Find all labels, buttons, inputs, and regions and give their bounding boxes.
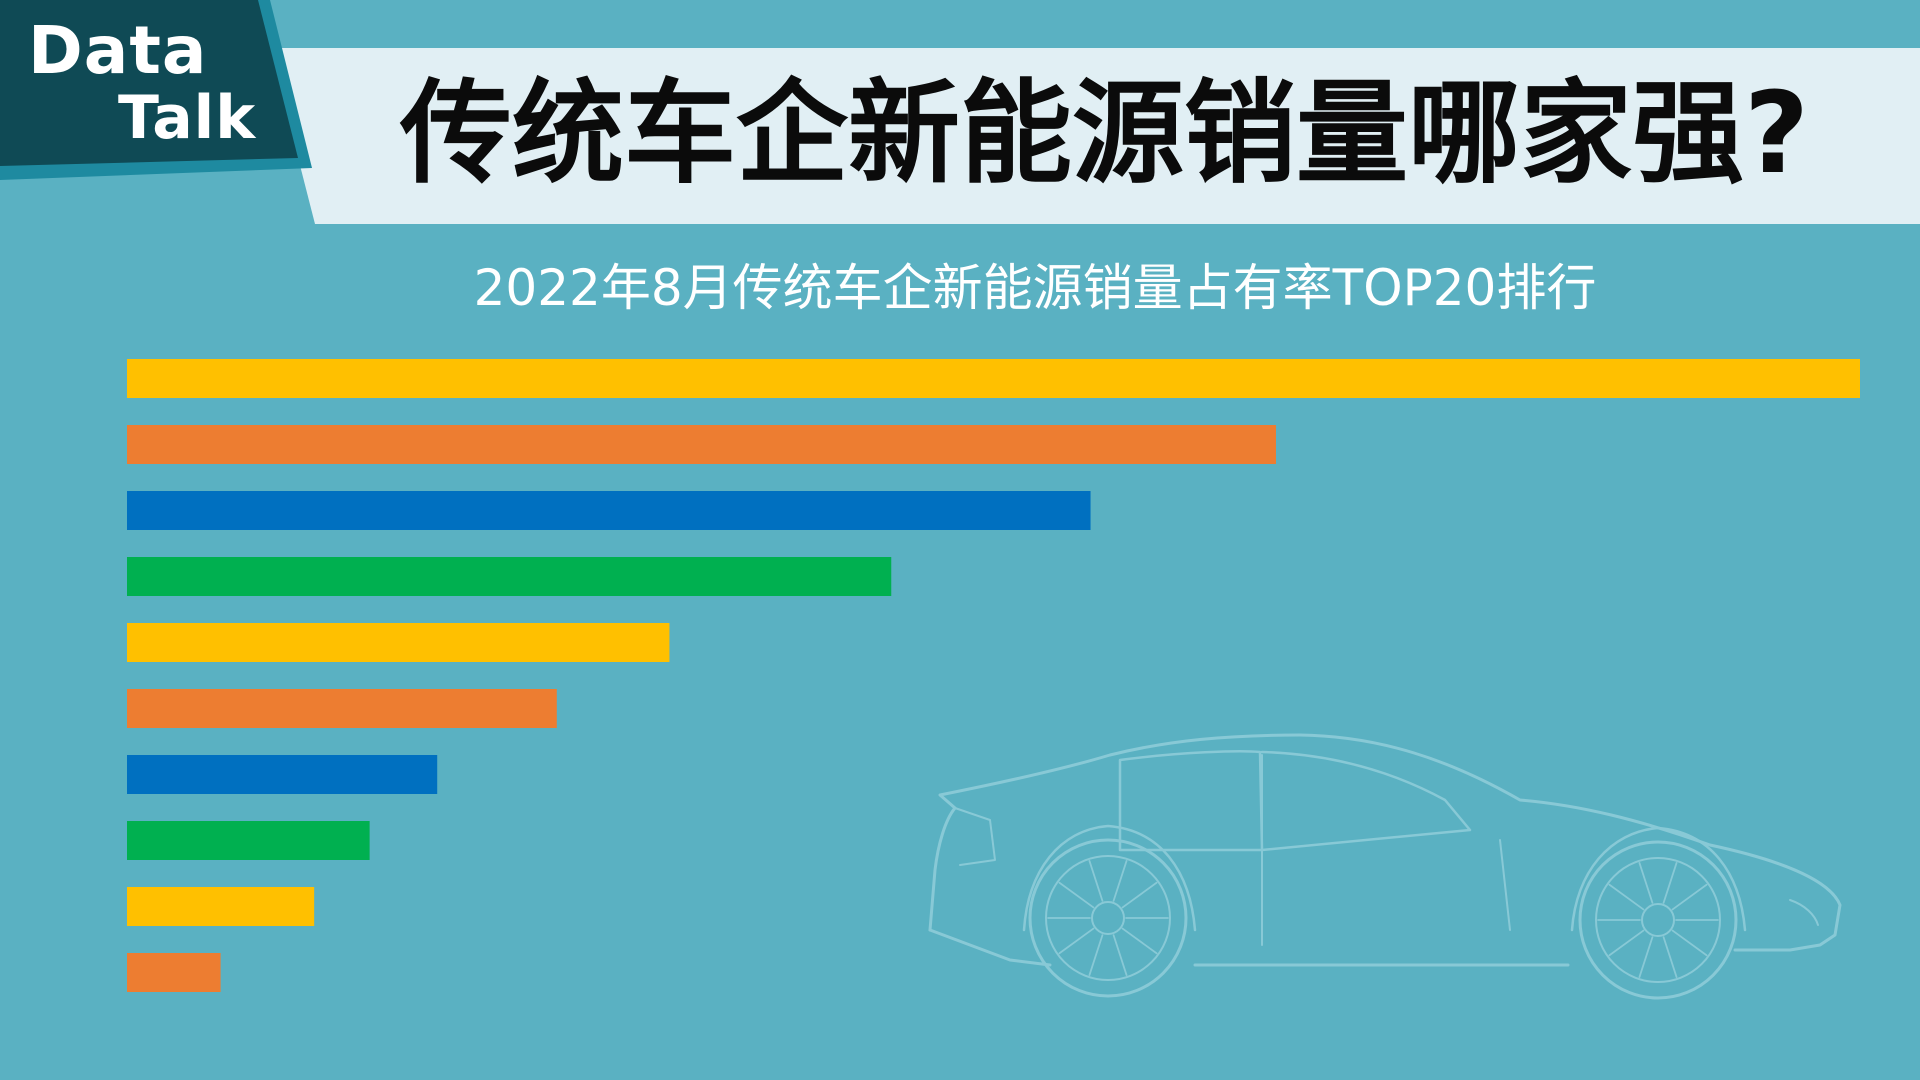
chart-title: 2022年8月传统车企新能源销量占有率TOP20排行 — [473, 259, 1597, 317]
badge-label-data: Data — [28, 12, 208, 89]
bar-1 — [127, 359, 1860, 398]
bar-4 — [127, 557, 892, 596]
title-band — [270, 48, 1920, 224]
bar-series — [127, 359, 1860, 992]
bar-2 — [127, 425, 1276, 464]
bar-6 — [127, 689, 557, 728]
bar-10 — [127, 953, 221, 992]
bar-9 — [127, 887, 315, 926]
bar-7 — [127, 755, 438, 794]
badge-shape — [0, 0, 298, 166]
bar-5 — [127, 623, 670, 662]
bar-3 — [127, 491, 1091, 530]
bar-8 — [127, 821, 370, 860]
badge-label-talk: Talk — [118, 83, 257, 153]
page-title: 传统车企新能源销量哪家强? — [400, 69, 1809, 199]
sports-car-outline-icon — [928, 733, 1842, 1000]
